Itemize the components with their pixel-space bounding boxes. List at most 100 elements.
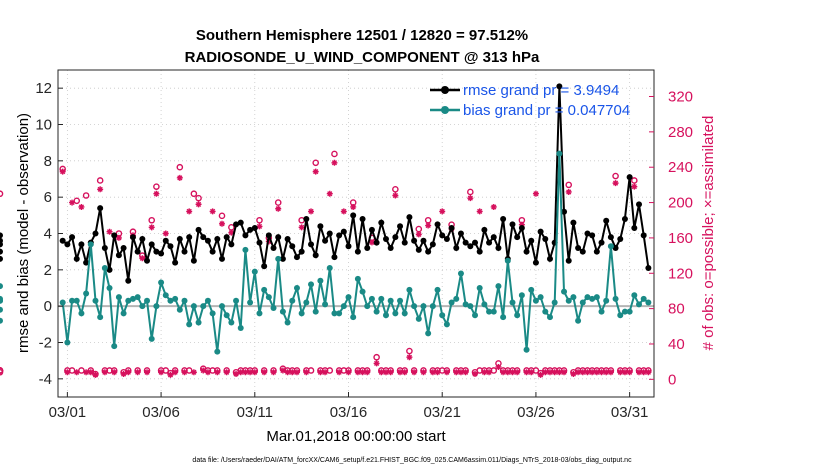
y2-tick-label: 320 [668, 89, 693, 106]
obs-assimilated-point [542, 369, 549, 376]
bias-point [317, 277, 324, 284]
bias-point [509, 299, 516, 306]
bias-point [486, 308, 493, 315]
obs-assimilated-point [415, 231, 422, 238]
bias-point [293, 285, 300, 291]
bias-point [204, 297, 211, 304]
rmse-point [490, 234, 497, 241]
bias-point [373, 308, 380, 315]
y-tick-label: 12 [35, 80, 52, 97]
bias-point [420, 303, 427, 310]
rmse-point [223, 234, 230, 241]
rmse-point [158, 250, 165, 257]
obs-possible-point [218, 212, 226, 220]
bias-point [247, 299, 254, 306]
rmse-point [293, 254, 300, 261]
bias-point [340, 303, 347, 310]
bias-point [106, 285, 113, 291]
obs-possible-point [190, 190, 198, 198]
rmse-point [607, 234, 614, 241]
bias-point [397, 297, 404, 304]
obs-assimilated-point [345, 369, 352, 376]
legend: rmse grand pr = 3.9494 bias grand pr = 0… [430, 82, 630, 119]
ticks: 03/01 03/06 03/11 03/16 03/21 03/26 03/31 -4 -2 0… [35, 80, 693, 421]
rmse-point [392, 234, 399, 241]
rmse-point [420, 237, 427, 244]
obs-assimilated-point [481, 369, 488, 376]
rmse-point [275, 234, 282, 241]
obs-assimilated-point [298, 224, 305, 231]
rmse-point [645, 265, 652, 272]
rmse-point [251, 225, 258, 232]
obs-assimilated-point [457, 369, 464, 376]
obs-assimilated-point [387, 369, 394, 376]
rmse-point [186, 234, 193, 241]
bias-point [546, 314, 553, 321]
obs-assimilated-point [270, 369, 277, 376]
rmse-point [373, 239, 380, 246]
y-tick-label: -2 [39, 335, 52, 352]
bias-point [172, 295, 179, 302]
rmse-point [92, 230, 99, 237]
obs-assimilated-point [401, 369, 408, 376]
bias-point [387, 297, 394, 304]
rmse-point [284, 235, 291, 242]
rmse-point [387, 245, 394, 252]
obs-assimilated-point [322, 369, 329, 376]
obs-assimilated-point [167, 371, 174, 378]
rmse-point [326, 230, 333, 237]
obs-assimilated-point [589, 369, 596, 376]
bias-point [237, 324, 244, 331]
bias-point [69, 297, 76, 304]
rmse-point [218, 255, 225, 262]
obs-assimilated-point [584, 369, 591, 376]
bias-point [584, 294, 591, 301]
rmse-point [439, 232, 446, 239]
bias-point [565, 297, 572, 304]
y2-tick-label: 120 [668, 265, 693, 282]
obs-assimilated-point [186, 208, 193, 215]
bias-point [144, 297, 151, 304]
obs-assimilated-point [368, 239, 375, 246]
obs-possible-point [0, 367, 4, 374]
bias-point [87, 241, 94, 248]
rmse-point [190, 257, 197, 264]
bias-point [0, 297, 3, 304]
obs-assimilated-point [617, 369, 624, 376]
bias-point [551, 299, 558, 306]
y-tick-label: 8 [44, 153, 52, 170]
obs-possible-point [467, 188, 474, 196]
rmse-point [626, 174, 633, 181]
obs-assimilated-point [631, 183, 638, 190]
bias-point [537, 294, 544, 301]
obs-assimilated-point [69, 199, 76, 206]
obs-assimilated-point [158, 369, 165, 376]
rmse-point [0, 255, 3, 262]
obs-assimilated-point [532, 190, 539, 197]
rmse-point [406, 214, 413, 221]
rmse-point [584, 230, 591, 237]
bias-point [167, 297, 174, 304]
bias-point [504, 257, 511, 264]
rmse-point [368, 226, 375, 233]
rmse-point [139, 235, 146, 242]
obs-assimilated-point [439, 208, 446, 215]
rmse-point [209, 248, 216, 255]
rmse-point [340, 228, 347, 235]
y2-axis-label: # of obs: o=possible; ×=assimilated [700, 116, 717, 351]
bias-point [265, 294, 272, 301]
bias-point [284, 319, 291, 326]
obs-assimilated-point [636, 369, 643, 376]
obs-assimilated-point [317, 369, 324, 376]
obs-assimilated-point [87, 369, 94, 376]
obs-assimilated-point [364, 369, 371, 376]
obs-assimilated-point [392, 192, 399, 199]
obs-assimilated-point [429, 369, 436, 376]
x-tick-label: 03/31 [611, 404, 649, 421]
rmse-point [500, 215, 507, 222]
rmse-point [115, 252, 122, 259]
obs-assimilated-point [111, 369, 118, 376]
bias-point [223, 312, 230, 319]
rmse-point [0, 237, 3, 244]
obs-assimilated-point [495, 363, 502, 370]
